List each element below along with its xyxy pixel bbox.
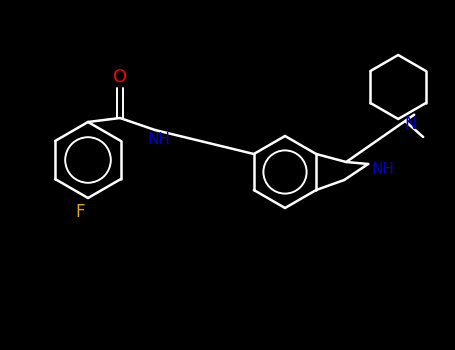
Text: N: N: [404, 115, 416, 133]
Text: NH: NH: [147, 133, 171, 147]
Text: O: O: [113, 68, 127, 86]
Text: NH: NH: [372, 161, 394, 176]
Text: F: F: [75, 203, 85, 221]
